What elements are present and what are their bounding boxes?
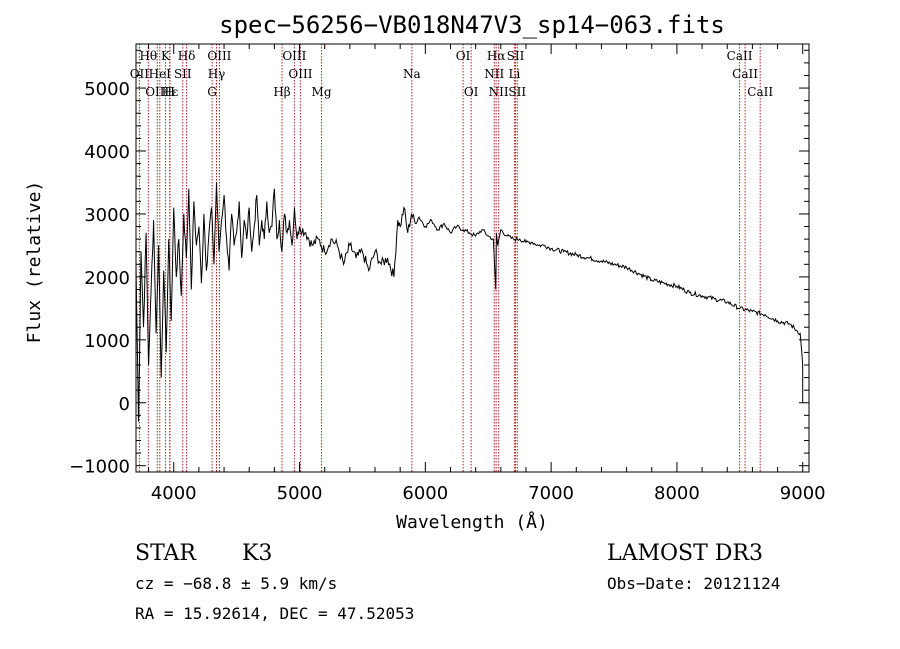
line-label-SII-6717: SII <box>507 49 525 63</box>
object-subclass: K3 <box>242 541 272 566</box>
y-tick-label: 3000 <box>84 205 130 226</box>
line-label-Hdelta: Hδ <box>178 49 196 63</box>
x-tick-label: 9000 <box>780 483 826 504</box>
y-tick-labels: −1000 0 1000 2000 3000 4000 5000 <box>69 79 130 478</box>
line-label-Mg: Mg <box>312 85 332 99</box>
line-label-Halpha: Hα <box>487 49 506 63</box>
line-label-HeI: HeI <box>149 67 172 81</box>
line-label-OII: OII <box>130 67 150 81</box>
line-label-Heps: Hε <box>162 85 179 99</box>
y-tick-label: 2000 <box>84 268 130 289</box>
line-label-Htheta: Hθ <box>139 49 157 63</box>
line-label-Hbeta: Hβ <box>273 85 290 99</box>
line-label-OIII-5007: OIII <box>288 67 312 81</box>
x-tick-label: 4000 <box>151 483 197 504</box>
plot-frame <box>135 43 810 473</box>
redshift-velocity: cz = −68.8 ± 5.9 km/s <box>135 574 337 593</box>
line-label-NII-6583: NII <box>489 85 509 99</box>
line-label-G: G <box>207 85 217 99</box>
y-tick-label: 4000 <box>84 142 130 163</box>
x-tick-labels: 4000 5000 6000 7000 8000 9000 <box>151 483 826 504</box>
axis-ticks <box>136 44 809 472</box>
object-class: STAR <box>135 541 197 566</box>
emission-line-markers <box>138 44 761 472</box>
survey-name: LAMOST DR3 <box>607 541 763 566</box>
line-label-CaII-8498: CaII <box>727 49 753 63</box>
y-tick-label: 5000 <box>84 79 130 100</box>
coordinates: RA = 15.92614, DEC = 47.52053 <box>135 604 414 623</box>
y-axis-label: Flux (relative) <box>24 181 45 344</box>
line-label-OIII-4363: OIII <box>207 49 231 63</box>
line-label-CaII-8542: CaII <box>732 67 758 81</box>
spectrum-line <box>135 182 804 422</box>
x-tick-label: 8000 <box>654 483 700 504</box>
line-label-Na: Na <box>403 67 421 81</box>
line-label-OIII-3869: OIII <box>145 85 169 99</box>
line-label-SII-4072: SII <box>174 67 192 81</box>
line-label-NII-6548: NII <box>484 67 504 81</box>
line-label-SII-6731: SII <box>508 85 526 99</box>
x-tick-label: 5000 <box>277 483 323 504</box>
line-label-CaII-8662: CaII <box>747 85 773 99</box>
x-axis-label: Wavelength (Å) <box>396 511 548 533</box>
observation-date: Obs−Date: 20121124 <box>607 574 780 593</box>
y-tick-label: 0 <box>119 394 130 415</box>
line-label-K: K <box>161 49 171 63</box>
line-label-Li: Li <box>508 67 520 81</box>
x-tick-label: 7000 <box>528 483 574 504</box>
line-label-OI-6364: OI <box>464 85 479 99</box>
y-tick-label: 1000 <box>84 331 130 352</box>
chart-title: spec−56256−VB018N47V3_sp14−063.fits <box>219 11 725 39</box>
x-tick-label: 6000 <box>402 483 448 504</box>
line-label-OI-6300: OI <box>456 49 471 63</box>
y-tick-label: −1000 <box>69 457 130 478</box>
line-label-H: H <box>164 85 174 99</box>
line-label-OIII-4959: OIII <box>282 49 306 63</box>
line-label-Hgamma: Hγ <box>208 67 226 81</box>
